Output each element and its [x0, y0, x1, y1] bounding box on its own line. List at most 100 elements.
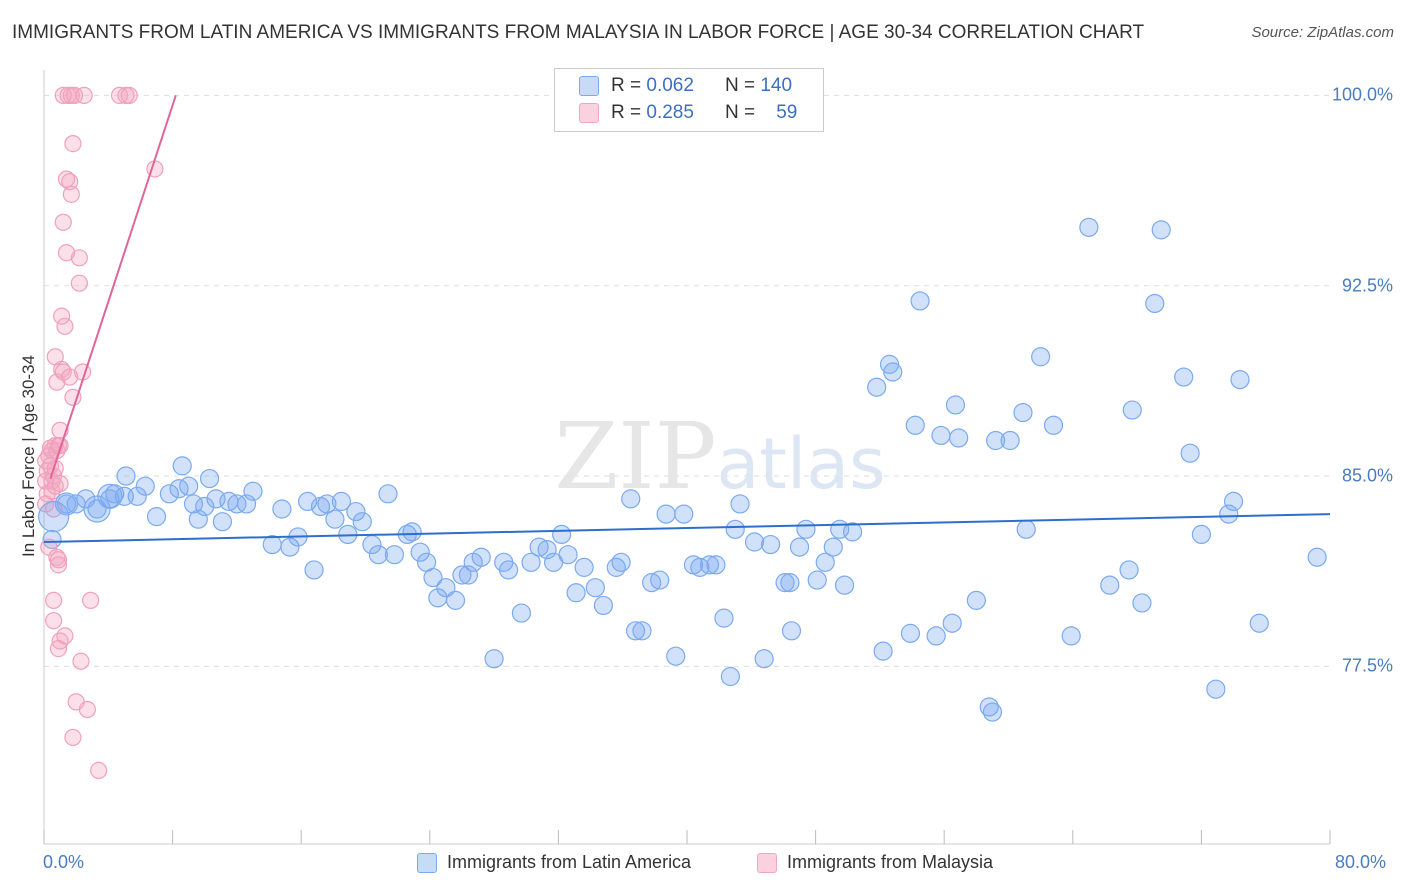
point-malaysia [64, 134, 82, 153]
point-latin-america [883, 362, 903, 382]
point-malaysia [46, 459, 64, 478]
y-tick-label: 85.0% [1341, 465, 1393, 486]
point-latin-america [1191, 524, 1212, 545]
point-malaysia [72, 652, 90, 670]
point-malaysia [61, 368, 79, 386]
point-latin-america [511, 603, 532, 623]
point-latin-america [982, 702, 1003, 722]
point-latin-america-large [54, 492, 79, 516]
point-malaysia [41, 457, 60, 475]
point-latin-america [304, 560, 324, 580]
point-latin-america-large [97, 483, 123, 509]
point-latin-america [1000, 430, 1020, 451]
point-latin-america [1100, 575, 1120, 595]
legend-r-value: 0.062 [646, 75, 694, 96]
point-latin-america [807, 570, 827, 590]
chart-title: IMMIGRANTS FROM LATIN AMERICA VS IMMIGRA… [12, 22, 1145, 43]
point-latin-america [834, 575, 855, 595]
point-malaysia [54, 213, 72, 231]
point-latin-america [1180, 443, 1200, 463]
point-malaysia [49, 551, 68, 569]
point-malaysia [78, 700, 97, 719]
legend-r-label: R = [611, 75, 642, 96]
point-latin-america [566, 583, 586, 603]
point-latin-america [331, 491, 351, 512]
point-malaysia [70, 249, 88, 267]
point-latin-america [402, 522, 422, 542]
point-latin-america [815, 552, 835, 572]
point-latin-america [325, 509, 345, 529]
point-latin-america [1219, 504, 1239, 524]
point-latin-america [1249, 613, 1269, 633]
point-latin-america [436, 578, 456, 598]
point-latin-america [236, 494, 257, 514]
point-latin-america [666, 646, 686, 666]
point-latin-america [317, 494, 337, 514]
point-latin-america [272, 499, 292, 519]
legend-swatch-pink [757, 852, 777, 873]
point-latin-america [949, 428, 969, 448]
point-latin-america [585, 578, 605, 598]
point-malaysia [49, 556, 68, 574]
point-malaysia [51, 632, 69, 650]
point-latin-america [699, 555, 720, 575]
point-latin-america [179, 476, 199, 496]
legend-swatch-blue [417, 852, 437, 873]
point-latin-america [262, 534, 282, 555]
point-latin-america [574, 557, 594, 577]
point-latin-america [966, 590, 986, 610]
point-latin-america [706, 555, 726, 575]
point-latin-america [986, 430, 1006, 451]
legend-swatch-pink [579, 103, 599, 123]
point-latin-america [227, 494, 247, 514]
point-malaysia [110, 86, 129, 104]
point-latin-america [1061, 626, 1081, 646]
point-latin-america [900, 623, 921, 643]
point-latin-america [1132, 593, 1152, 613]
point-latin-america [195, 496, 215, 517]
point-malaysia [51, 436, 69, 455]
point-latin-america [346, 501, 366, 522]
x-tick-label-min: 0.0% [43, 852, 85, 872]
point-latin-america [1230, 370, 1250, 390]
point-latin-america [552, 524, 572, 545]
point-malaysia [45, 612, 63, 630]
legend-n-value: 59 [776, 102, 798, 123]
point-latin-america [1013, 402, 1033, 423]
point-malaysia [48, 373, 66, 391]
point-latin-america [873, 641, 893, 661]
point-latin-america [926, 626, 946, 646]
point-latin-america [537, 540, 557, 560]
point-latin-america [754, 649, 774, 669]
point-malaysia [82, 591, 100, 609]
y-tick-label: 100.0% [1331, 84, 1393, 105]
point-latin-america-large [38, 501, 70, 533]
point-latin-america [423, 567, 443, 588]
legend-n-label: N = [724, 102, 756, 123]
point-latin-america [135, 476, 155, 496]
point-malaysia [70, 274, 88, 292]
point-latin-america [452, 565, 472, 585]
legend-row-latin-america: R = 0.062 N = 140 [579, 74, 792, 98]
point-latin-america [1043, 415, 1064, 435]
point-latin-america [775, 573, 795, 593]
stats-legend: R = 0.062 N = 140 R = 0.285 N = 59 [554, 68, 824, 132]
point-latin-america [796, 519, 816, 539]
point-malaysia [51, 475, 69, 493]
point-latin-america [730, 494, 750, 514]
point-latin-america-large [83, 495, 111, 523]
point-malaysia [62, 185, 80, 203]
legend-r-label: R = [611, 102, 642, 123]
point-latin-america [650, 570, 670, 590]
point-latin-america [410, 542, 430, 562]
point-malaysia [45, 500, 63, 518]
point-latin-america [842, 522, 863, 542]
point-latin-america [484, 649, 504, 669]
point-latin-america [720, 666, 741, 687]
point-latin-america [1031, 347, 1051, 367]
point-latin-america [127, 486, 147, 506]
point-latin-america [280, 537, 300, 557]
point-malaysia [45, 591, 63, 609]
legend-r-value: 0.285 [646, 102, 694, 123]
point-malaysia [90, 761, 108, 780]
